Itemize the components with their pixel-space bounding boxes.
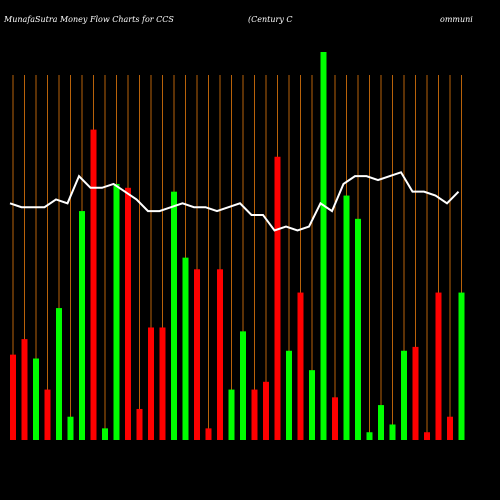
bar <box>355 218 361 440</box>
bar <box>274 156 281 440</box>
bar <box>159 327 166 440</box>
bar <box>309 370 315 440</box>
bar <box>389 424 396 440</box>
bar <box>251 389 258 440</box>
chart-subtitle: (Century C <box>248 15 293 24</box>
bar <box>435 292 442 440</box>
bar <box>90 129 97 440</box>
bar <box>343 195 350 440</box>
bar <box>424 432 430 440</box>
bar <box>102 428 108 440</box>
bar <box>194 269 200 440</box>
bar <box>332 397 338 440</box>
bar <box>320 52 327 440</box>
bar <box>286 350 292 440</box>
bar <box>447 416 453 440</box>
bar <box>136 408 143 440</box>
chart-title: MunafaSutra Money Flow Charts for CCS <box>3 15 174 24</box>
bar <box>171 191 177 440</box>
bar <box>263 381 269 440</box>
bar <box>79 211 85 440</box>
bar <box>44 389 51 440</box>
bar <box>458 292 465 440</box>
bar <box>33 358 39 440</box>
bar <box>148 327 154 440</box>
bar <box>21 339 28 440</box>
chart-subtitle-tail: ommuni <box>440 15 473 24</box>
bar <box>125 187 131 440</box>
bar <box>67 416 74 440</box>
bar <box>297 292 304 440</box>
bar <box>412 346 419 440</box>
money-flow-line <box>9 171 460 232</box>
bar <box>217 269 223 440</box>
bar <box>366 432 373 440</box>
bar <box>401 350 407 440</box>
bar <box>56 308 62 440</box>
bar <box>113 183 120 441</box>
bar <box>228 389 235 440</box>
bar <box>378 405 384 440</box>
bar <box>240 331 246 440</box>
bar <box>205 428 212 440</box>
bar <box>182 257 189 440</box>
bar <box>10 354 16 440</box>
